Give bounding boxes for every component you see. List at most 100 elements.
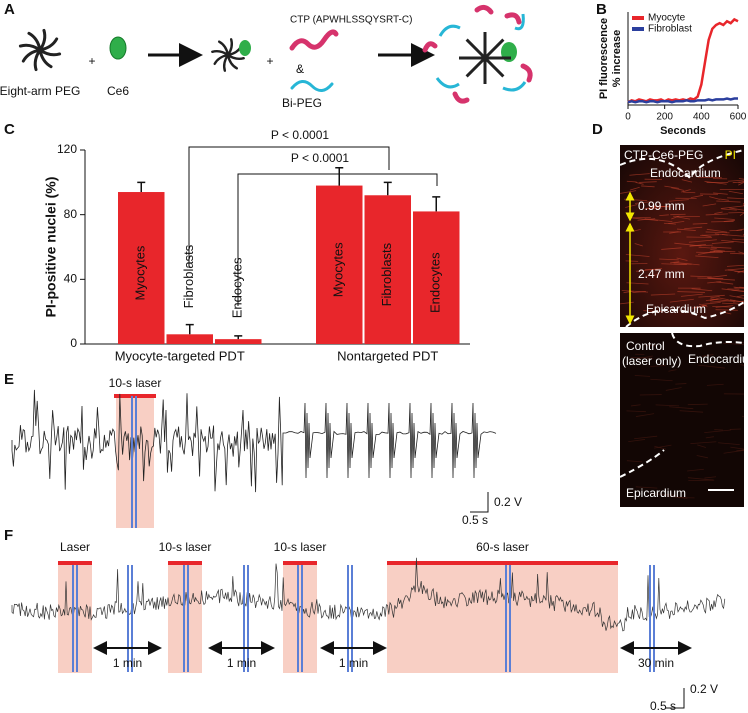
arm xyxy=(18,43,42,52)
ce6-icon xyxy=(109,36,127,60)
texture xyxy=(716,200,741,203)
texture xyxy=(670,261,680,264)
texture xyxy=(661,247,682,250)
bar-label: Endocytes xyxy=(230,257,245,318)
texture xyxy=(732,238,745,241)
texture xyxy=(665,387,682,391)
bar-label: Fibroblasts xyxy=(379,242,394,306)
texture xyxy=(706,228,728,233)
texture xyxy=(729,207,745,211)
texture xyxy=(676,257,688,261)
texture xyxy=(704,429,732,434)
interval-label: 1 min xyxy=(227,656,256,670)
texture xyxy=(730,446,745,450)
arm xyxy=(483,38,505,60)
texture xyxy=(681,179,693,183)
texture xyxy=(650,365,666,367)
texture xyxy=(630,356,654,359)
label: Ce6 xyxy=(107,84,129,98)
texture xyxy=(705,213,728,216)
group-label: Nontargeted PDT xyxy=(337,348,438,363)
texture xyxy=(669,298,694,303)
bar-label: Endocytes xyxy=(428,252,443,313)
texture xyxy=(634,435,658,440)
texture xyxy=(721,239,745,243)
texture xyxy=(738,178,745,180)
texture xyxy=(675,383,687,385)
texture xyxy=(727,269,745,273)
texture xyxy=(727,197,745,200)
texture xyxy=(710,296,720,299)
bar xyxy=(413,211,460,344)
texture xyxy=(715,309,738,311)
texture xyxy=(700,234,720,236)
texture xyxy=(692,304,707,309)
arm xyxy=(222,53,230,72)
group-label: Myocyte-targeted PDT xyxy=(115,348,245,363)
texture xyxy=(626,410,646,413)
arm xyxy=(226,38,234,57)
texture xyxy=(723,449,745,454)
texture xyxy=(738,181,745,184)
y-tick-label: 120 xyxy=(57,142,77,156)
texture xyxy=(697,444,706,448)
texture xyxy=(668,220,685,225)
texture xyxy=(705,298,718,302)
texture xyxy=(702,302,721,305)
texture xyxy=(736,449,745,452)
texture xyxy=(634,243,643,247)
texture xyxy=(723,342,745,346)
texture xyxy=(629,173,650,176)
texture xyxy=(719,198,729,201)
texture xyxy=(651,205,672,208)
texture xyxy=(729,229,743,232)
label: Control xyxy=(626,339,665,353)
texture xyxy=(720,205,745,209)
laser-label: 10-s laser xyxy=(274,540,327,554)
texture xyxy=(677,291,705,293)
texture xyxy=(705,436,714,439)
label: Endocardium xyxy=(650,166,721,180)
texture xyxy=(684,226,703,230)
texture xyxy=(729,252,745,255)
texture xyxy=(697,176,722,179)
label: Epicardium xyxy=(646,302,706,316)
x-tick-label: 600 xyxy=(730,112,747,123)
label: CTP (APWHLSSQYSRT-C) xyxy=(290,15,412,26)
texture xyxy=(690,194,704,199)
y-axis-label: PI fluorescence xyxy=(598,18,610,99)
texture xyxy=(632,217,658,221)
interval-label: 1 min xyxy=(339,656,368,670)
texture xyxy=(664,185,680,189)
texture xyxy=(681,189,691,193)
texture xyxy=(679,410,704,413)
texture xyxy=(714,211,723,214)
texture xyxy=(714,217,735,220)
conjugate-icon xyxy=(422,4,533,104)
texture xyxy=(701,354,714,357)
series-line xyxy=(627,97,738,104)
arm xyxy=(33,48,42,72)
legend-label: Fibroblast xyxy=(648,24,692,35)
panel-label: A xyxy=(4,1,15,18)
bar xyxy=(316,185,363,344)
texture xyxy=(650,293,676,296)
texture xyxy=(674,242,702,247)
texture xyxy=(688,479,714,482)
arm xyxy=(465,56,487,78)
texture xyxy=(718,297,729,301)
texture xyxy=(654,444,672,449)
texture xyxy=(659,214,669,216)
texture xyxy=(626,460,643,463)
error-bar xyxy=(137,181,146,193)
scale-label: 0.2 V xyxy=(494,495,522,509)
texture xyxy=(628,439,646,443)
texture xyxy=(690,441,717,445)
bar-label: Myocytes xyxy=(133,245,148,300)
texture xyxy=(692,223,708,225)
texture xyxy=(738,182,745,186)
bar-label: Fibroblasts xyxy=(181,244,196,308)
texture xyxy=(676,216,691,220)
texture xyxy=(698,294,725,298)
